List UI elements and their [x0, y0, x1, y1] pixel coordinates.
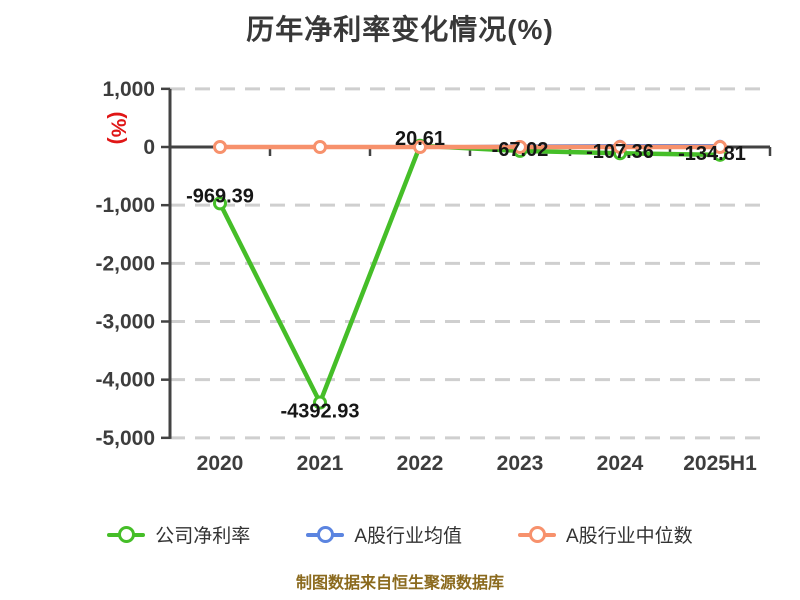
data-point — [413, 140, 427, 154]
line-marker-icon — [306, 525, 345, 545]
legend-label: A股行业均值 — [354, 526, 462, 547]
data-point — [213, 196, 227, 211]
y-tick-label: -5,000 — [95, 427, 155, 450]
y-tick-label: 1,000 — [102, 78, 155, 101]
series-line-0 — [217, 143, 723, 405]
y-tick-label: -3,000 — [95, 311, 155, 334]
data-point — [513, 140, 527, 154]
y-tick-label: 0 — [143, 136, 155, 159]
x-tick-label: 2021 — [297, 452, 344, 475]
chart-canvas: 1,000 0 -1,000 -2,000 -3,000 -4,000 -5,000 2020… — [95, 78, 772, 475]
data-label: 20.61 — [395, 128, 445, 150]
data-point — [713, 140, 727, 154]
data-source-footer: 制图数据来自恒生聚源数据库 — [295, 575, 504, 592]
data-label: -67.02 — [492, 139, 549, 161]
data-point — [313, 395, 327, 410]
x-tick-label: 2022 — [397, 452, 444, 475]
y-tick-label: -1,000 — [95, 194, 155, 217]
x-tick-label: 2025H1 — [683, 452, 757, 475]
data-point — [613, 140, 627, 154]
legend: 公司净利率 A股行业均值 A股行业中位数 — [0, 521, 800, 548]
legend-label: A股行业中位数 — [566, 526, 693, 547]
legend-item-industry-median[interactable]: A股行业中位数 — [518, 521, 693, 548]
legend-item-industry-average[interactable]: A股行业均值 — [306, 521, 462, 548]
x-tick-label: 2023 — [497, 452, 544, 475]
data-label: -969.39 — [186, 185, 254, 207]
chart-title: 历年净利率变化情况(%) — [246, 14, 554, 45]
x-tick-label: 2024 — [597, 452, 644, 475]
y-tick-label: -4,000 — [95, 369, 155, 392]
legend-label: 公司净利率 — [155, 526, 251, 547]
line-marker-icon — [518, 525, 556, 545]
data-point — [313, 140, 327, 154]
y-tick-label: -2,000 — [95, 252, 155, 275]
data-label: -107.36 — [586, 141, 654, 163]
data-point — [213, 140, 227, 154]
x-tick-label: 2020 — [197, 452, 244, 475]
data-label: -4392.93 — [281, 401, 360, 423]
line-marker-icon — [107, 525, 146, 545]
data-label: -134.81 — [678, 143, 746, 165]
legend-item-company-net-margin[interactable]: 公司净利率 — [107, 521, 250, 548]
